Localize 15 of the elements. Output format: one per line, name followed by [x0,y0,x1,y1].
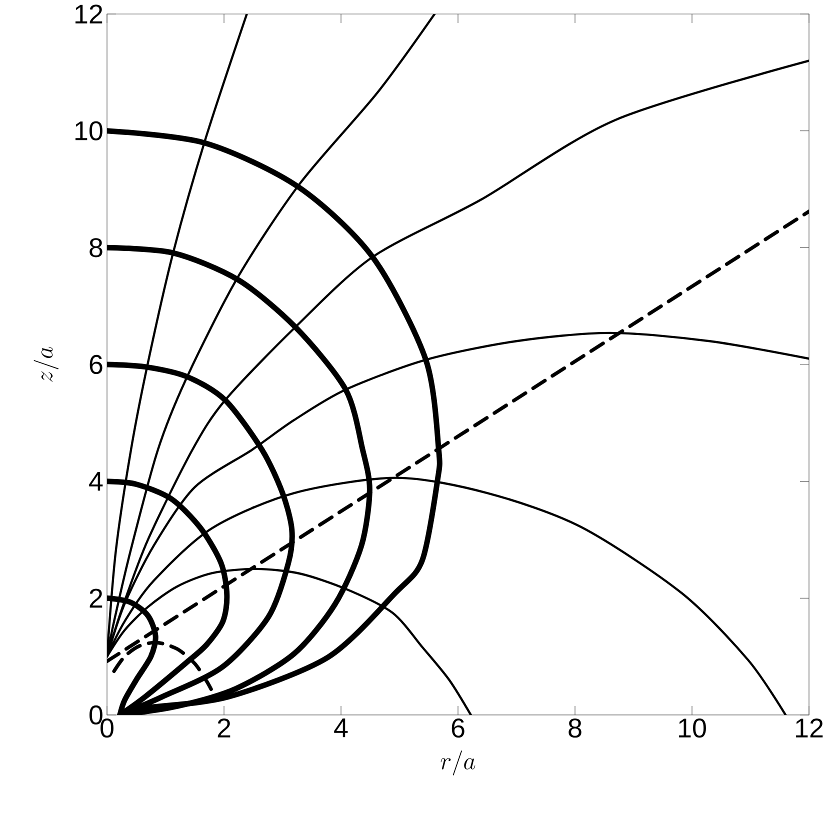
x-axis-title: $r/a$ [440,750,476,776]
y-tick-label: 12 [75,4,102,24]
x-tick-label: 10 [679,718,706,738]
y-axis-title: $z/a$ [34,346,59,382]
x-tick-label: 4 [334,718,348,738]
x-tick-label: 12 [796,718,823,738]
y-tick-label: 10 [75,121,102,140]
x-tick-label: 6 [452,718,464,738]
x-tick-label: 2 [218,718,230,738]
y-tick-label: 4 [89,472,103,491]
y-tick-label: 8 [90,238,102,258]
y-tick-label: 0 [90,705,102,725]
x-tick-label: 8 [568,718,582,738]
y-tick-label: 6 [90,354,102,374]
y-tick-label: 2 [90,588,102,608]
